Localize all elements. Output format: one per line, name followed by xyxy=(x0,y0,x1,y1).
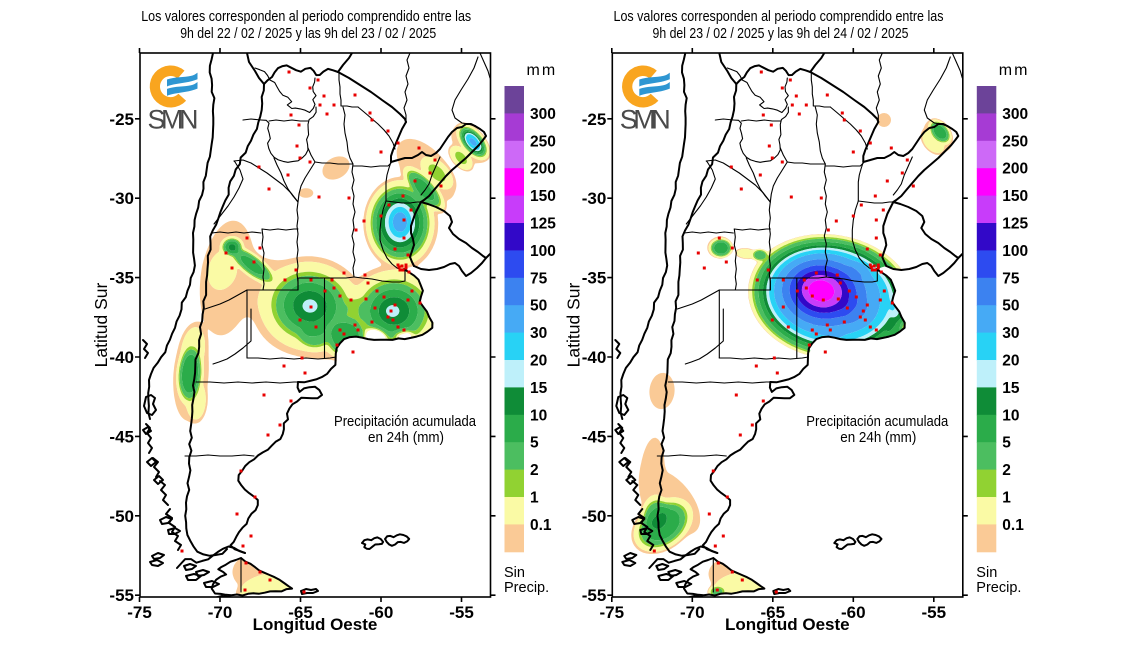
svg-text:-60: -60 xyxy=(369,603,394,622)
svg-text:-35: -35 xyxy=(109,269,134,288)
svg-text:-65: -65 xyxy=(761,603,786,622)
svg-text:100: 100 xyxy=(530,243,556,260)
svg-text:250: 250 xyxy=(1002,133,1028,150)
svg-text:75: 75 xyxy=(1002,270,1020,287)
svg-text:-40: -40 xyxy=(582,348,607,367)
svg-text:75: 75 xyxy=(530,270,548,287)
svg-text:Sin: Sin xyxy=(976,565,997,581)
svg-text:-50: -50 xyxy=(109,507,134,526)
svg-text:0.1: 0.1 xyxy=(1002,517,1024,534)
svg-text:150: 150 xyxy=(530,188,556,205)
svg-text:15: 15 xyxy=(530,380,548,397)
svg-text:50: 50 xyxy=(530,298,547,315)
svg-text:Longitud Oeste: Longitud Oeste xyxy=(253,615,378,634)
svg-text:0.1: 0.1 xyxy=(530,517,552,534)
svg-text:10: 10 xyxy=(530,407,547,424)
svg-text:Precip.: Precip. xyxy=(504,580,549,596)
svg-text:-65: -65 xyxy=(288,603,313,622)
svg-text:150: 150 xyxy=(1002,188,1028,205)
svg-text:1: 1 xyxy=(1002,490,1011,507)
svg-text:-75: -75 xyxy=(127,603,152,622)
svg-text:Precip.: Precip. xyxy=(976,580,1021,596)
svg-text:-30: -30 xyxy=(582,189,607,208)
svg-text:-45: -45 xyxy=(582,427,607,446)
svg-text:Sin: Sin xyxy=(504,565,525,581)
svg-text:-45: -45 xyxy=(109,427,134,446)
svg-text:300: 300 xyxy=(1002,106,1028,123)
svg-text:en 24h (mm): en 24h (mm) xyxy=(840,429,916,446)
svg-text:20: 20 xyxy=(530,353,547,370)
svg-text:300: 300 xyxy=(530,106,556,123)
svg-text:-55: -55 xyxy=(582,586,607,605)
svg-text:250: 250 xyxy=(530,133,556,150)
svg-text:mm: mm xyxy=(999,62,1030,79)
svg-text:2: 2 xyxy=(530,462,539,479)
svg-text:50: 50 xyxy=(1002,298,1019,315)
svg-text:Latitud Sur: Latitud Sur xyxy=(563,283,583,368)
svg-text:Latitud Sur: Latitud Sur xyxy=(91,283,111,368)
svg-text:-55: -55 xyxy=(109,586,134,605)
svg-text:5: 5 xyxy=(530,435,539,452)
svg-text:2: 2 xyxy=(1002,462,1011,479)
svg-text:Los valores corresponden al pe: Los valores corresponden al periodo comp… xyxy=(141,9,471,25)
svg-text:-55: -55 xyxy=(449,603,474,622)
svg-text:-30: -30 xyxy=(109,189,134,208)
svg-text:-55: -55 xyxy=(922,603,947,622)
svg-text:-60: -60 xyxy=(841,603,866,622)
svg-text:20: 20 xyxy=(1002,353,1019,370)
svg-text:-70: -70 xyxy=(208,603,233,622)
svg-text:-25: -25 xyxy=(109,110,134,129)
svg-text:125: 125 xyxy=(530,216,556,233)
svg-text:Precipitación acumulada: Precipitación acumulada xyxy=(334,413,477,430)
svg-text:Los valores corresponden al pe: Los valores corresponden al periodo comp… xyxy=(614,9,944,25)
svg-text:9h del 22 / 02 / 2025 y las 9: 9h del 22 / 02 / 2025 y las 9h del 23 / … xyxy=(180,26,436,42)
svg-text:5: 5 xyxy=(1002,435,1011,452)
svg-text:-25: -25 xyxy=(582,110,607,129)
svg-text:-40: -40 xyxy=(109,348,134,367)
svg-text:-70: -70 xyxy=(680,603,705,622)
svg-text:Longitud Oeste: Longitud Oeste xyxy=(725,615,850,634)
svg-text:9h del 23 / 02 / 2025 y las 9: 9h del 23 / 02 / 2025 y las 9h del 24 / … xyxy=(653,26,909,42)
svg-text:-75: -75 xyxy=(600,603,625,622)
svg-text:30: 30 xyxy=(1002,325,1019,342)
svg-text:125: 125 xyxy=(1002,216,1028,233)
svg-text:200: 200 xyxy=(530,161,556,178)
svg-text:Precipitación acumulada: Precipitación acumulada xyxy=(806,413,949,430)
svg-text:15: 15 xyxy=(1002,380,1020,397)
svg-text:100: 100 xyxy=(1002,243,1028,260)
svg-text:1: 1 xyxy=(530,490,539,507)
svg-text:-50: -50 xyxy=(582,507,607,526)
svg-text:200: 200 xyxy=(1002,161,1028,178)
svg-text:10: 10 xyxy=(1002,407,1019,424)
svg-text:mm: mm xyxy=(527,62,558,79)
svg-text:-35: -35 xyxy=(582,269,607,288)
svg-text:en 24h (mm): en 24h (mm) xyxy=(368,429,444,446)
svg-text:30: 30 xyxy=(530,325,547,342)
